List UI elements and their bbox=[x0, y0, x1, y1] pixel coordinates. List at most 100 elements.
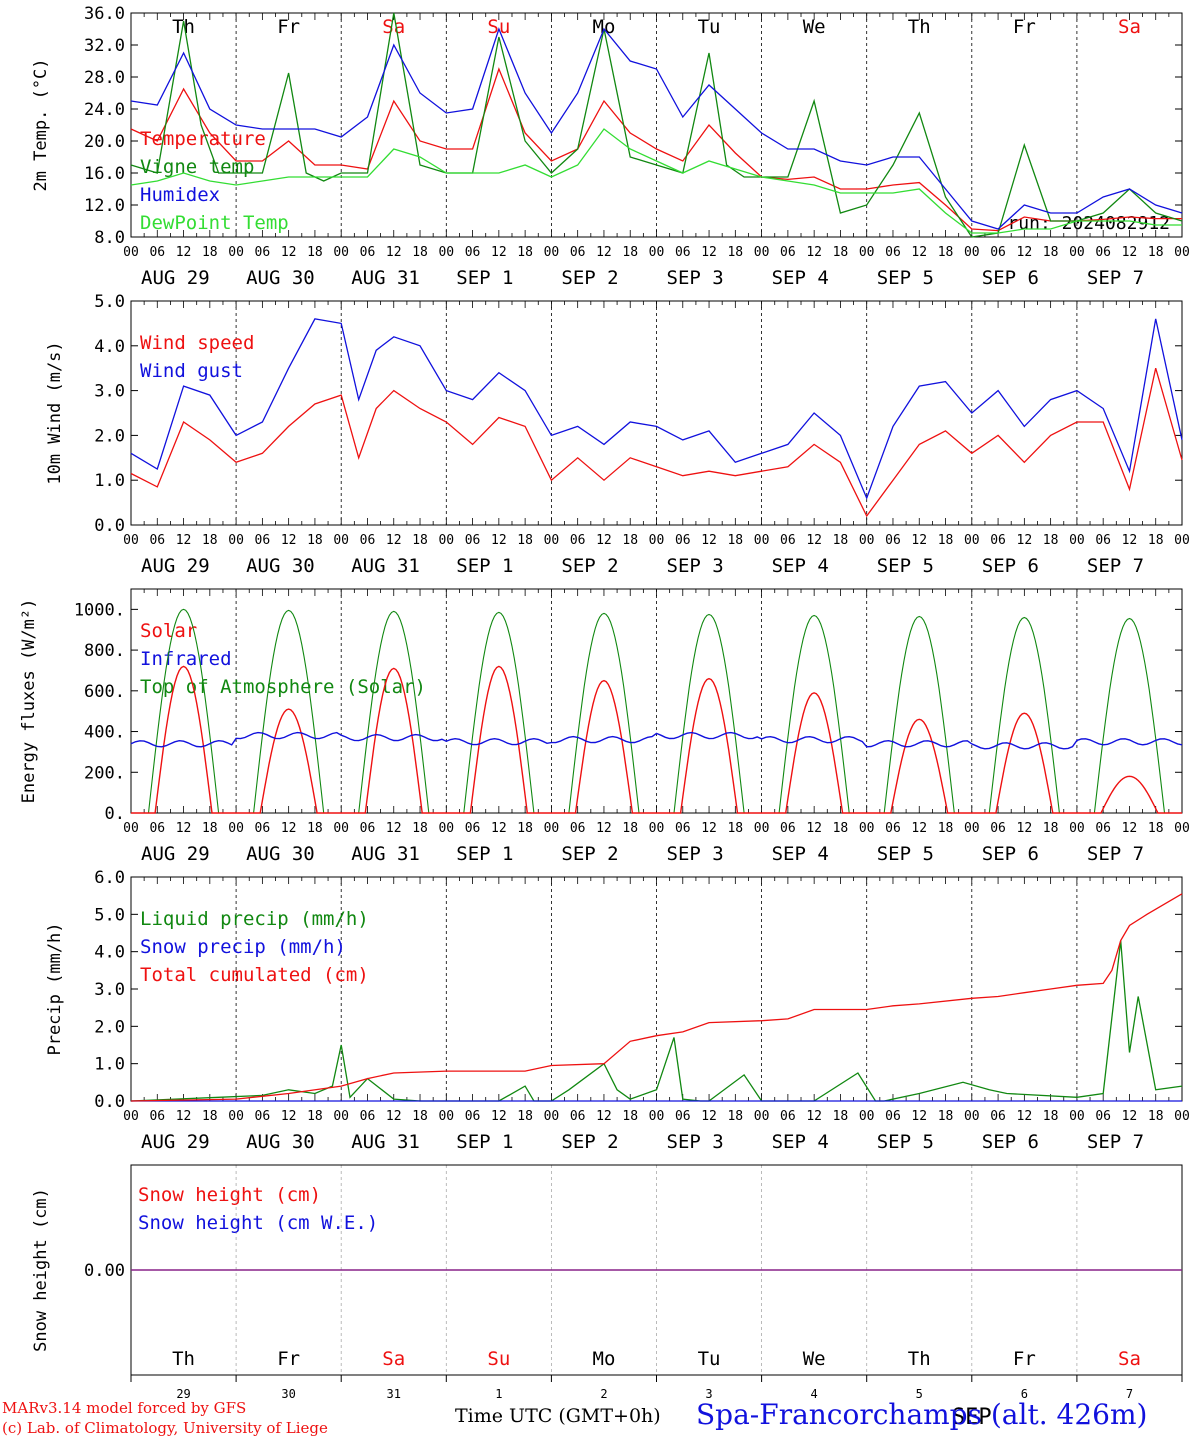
hour-tick-label: 06 bbox=[990, 1109, 1006, 1124]
hour-tick-label: 00 bbox=[1174, 1109, 1190, 1124]
hour-tick-label: 18 bbox=[517, 821, 533, 836]
hour-tick-label: 12 bbox=[281, 821, 297, 836]
hour-tick-label: 18 bbox=[833, 821, 849, 836]
hour-tick-label: 00 bbox=[1069, 245, 1085, 260]
hour-tick-label: 18 bbox=[727, 1109, 743, 1124]
legend-entry: Top of Atmosphere (Solar) bbox=[140, 676, 426, 698]
hour-tick-label: 12 bbox=[491, 1109, 507, 1124]
hour-tick-label: 00 bbox=[649, 821, 665, 836]
weekday-label: Mo bbox=[593, 16, 616, 38]
weekday-label: Su bbox=[487, 16, 510, 38]
hour-tick-label: 00 bbox=[964, 533, 980, 548]
hour-tick-label: 00 bbox=[754, 245, 770, 260]
hour-tick-label: 12 bbox=[701, 821, 717, 836]
hour-tick-label: 12 bbox=[701, 1109, 717, 1124]
y-tick-label: 3.0 bbox=[94, 382, 125, 402]
date-label: SEP 5 bbox=[877, 555, 934, 577]
y-tick-label: 24.0 bbox=[84, 100, 125, 120]
hour-tick-label: 00 bbox=[1174, 821, 1190, 836]
hour-tick-label: 06 bbox=[780, 533, 796, 548]
y-tick-label: 5.0 bbox=[94, 292, 125, 312]
y-tick-label: 3.0 bbox=[94, 980, 125, 1000]
legend-entry: Total cumulated (cm) bbox=[140, 964, 369, 986]
y-tick-label: 0. bbox=[105, 804, 125, 824]
panel-3: 00 06 12 18 00 06 12 18 00 06 12 18 00 06 12 18 00 06 12 18… bbox=[19, 588, 1190, 865]
y-tick-label: 8.0 bbox=[94, 228, 125, 248]
weekday-label: Sa bbox=[1118, 1348, 1141, 1370]
hour-tick-label: 06 bbox=[1095, 245, 1111, 260]
hour-tick-label: 00 bbox=[1069, 533, 1085, 548]
hour-tick-label: 12 bbox=[176, 821, 192, 836]
hour-tick-label: 18 bbox=[1043, 1109, 1059, 1124]
hour-tick-label: 06 bbox=[360, 1109, 376, 1124]
hour-tick-label: 06 bbox=[465, 533, 481, 548]
date-label: SEP 6 bbox=[982, 267, 1039, 289]
hour-tick-label: 00 bbox=[754, 821, 770, 836]
legend-entry: Snow height (cm W.E.) bbox=[138, 1212, 378, 1234]
date-label: SEP 4 bbox=[772, 843, 829, 865]
date-label: SEP 3 bbox=[667, 1131, 724, 1153]
y-tick-label: 1000. bbox=[74, 600, 125, 620]
hour-tick-label: 12 bbox=[1017, 533, 1033, 548]
date-label: SEP 2 bbox=[561, 1131, 618, 1153]
hour-tick-label: 06 bbox=[255, 245, 271, 260]
y-tick-label: 16.0 bbox=[84, 164, 125, 184]
y-axis-title: Energy fluxes (W/m²) bbox=[19, 599, 39, 804]
day-number-label: 29 bbox=[176, 1387, 190, 1401]
hour-tick-label: 12 bbox=[911, 821, 927, 836]
legend-entry: Wind speed bbox=[140, 332, 254, 354]
day-number-label: 1 bbox=[495, 1387, 502, 1401]
date-label: AUG 30 bbox=[246, 267, 315, 289]
date-label: AUG 31 bbox=[351, 555, 420, 577]
hour-tick-label: 12 bbox=[281, 1109, 297, 1124]
hour-tick-label: 18 bbox=[517, 245, 533, 260]
panel-1: 00 06 12 18 00 06 12 18 00 06 12 18 00 06 12 18 00 06 12 18… bbox=[31, 4, 1190, 289]
date-label: AUG 29 bbox=[141, 1131, 210, 1153]
hour-tick-label: 00 bbox=[649, 533, 665, 548]
date-label: AUG 30 bbox=[246, 555, 315, 577]
series-line-wind-speed bbox=[130, 368, 1183, 518]
y-tick-label: 2.0 bbox=[94, 1017, 125, 1037]
hour-tick-label: 06 bbox=[780, 245, 796, 260]
hour-tick-label: 18 bbox=[938, 245, 954, 260]
series-line-temperature bbox=[130, 67, 1182, 232]
hour-tick-label: 18 bbox=[1043, 821, 1059, 836]
y-tick-label: 12.0 bbox=[84, 196, 125, 216]
weekday-label: Fr bbox=[277, 1348, 300, 1370]
hour-tick-label: 06 bbox=[990, 821, 1006, 836]
weekday-label: Th bbox=[172, 1348, 195, 1370]
weekday-label: We bbox=[803, 16, 826, 38]
hour-tick-label: 00 bbox=[123, 245, 139, 260]
hour-tick-label: 06 bbox=[885, 1109, 901, 1124]
hour-tick-label: 00 bbox=[859, 821, 875, 836]
hour-tick-label: 00 bbox=[1069, 1109, 1085, 1124]
hour-tick-label: 06 bbox=[465, 1109, 481, 1124]
hour-tick-label: 00 bbox=[754, 1109, 770, 1124]
hour-tick-label: 00 bbox=[859, 245, 875, 260]
legend-entry: Snow height (cm) bbox=[138, 1184, 321, 1206]
date-label: AUG 29 bbox=[141, 555, 210, 577]
hour-tick-label: 18 bbox=[622, 245, 638, 260]
hour-tick-label: 00 bbox=[1069, 821, 1085, 836]
date-label: SEP 1 bbox=[456, 555, 513, 577]
hour-tick-label: 18 bbox=[307, 533, 323, 548]
series-line-solar bbox=[131, 665, 1182, 814]
hour-tick-label: 12 bbox=[596, 821, 612, 836]
weekday-label: Tu bbox=[698, 1348, 721, 1370]
y-axis-title: Precip (mm/h) bbox=[45, 922, 65, 1055]
hour-tick-label: 12 bbox=[386, 1109, 402, 1124]
hour-tick-label: 18 bbox=[202, 533, 218, 548]
date-label: SEP 5 bbox=[877, 1131, 934, 1153]
legend-entry: Infrared bbox=[140, 648, 232, 670]
hour-tick-label: 06 bbox=[465, 245, 481, 260]
hour-tick-label: 06 bbox=[570, 533, 586, 548]
hour-tick-label: 12 bbox=[1122, 245, 1138, 260]
plot-frame bbox=[130, 300, 1183, 526]
hour-tick-label: 00 bbox=[544, 245, 560, 260]
hour-tick-label: 18 bbox=[727, 821, 743, 836]
date-label: AUG 31 bbox=[351, 1131, 420, 1153]
hour-tick-label: 00 bbox=[754, 533, 770, 548]
hour-tick-label: 00 bbox=[438, 821, 454, 836]
day-number-label: 31 bbox=[387, 1387, 401, 1401]
hour-tick-label: 06 bbox=[675, 821, 691, 836]
